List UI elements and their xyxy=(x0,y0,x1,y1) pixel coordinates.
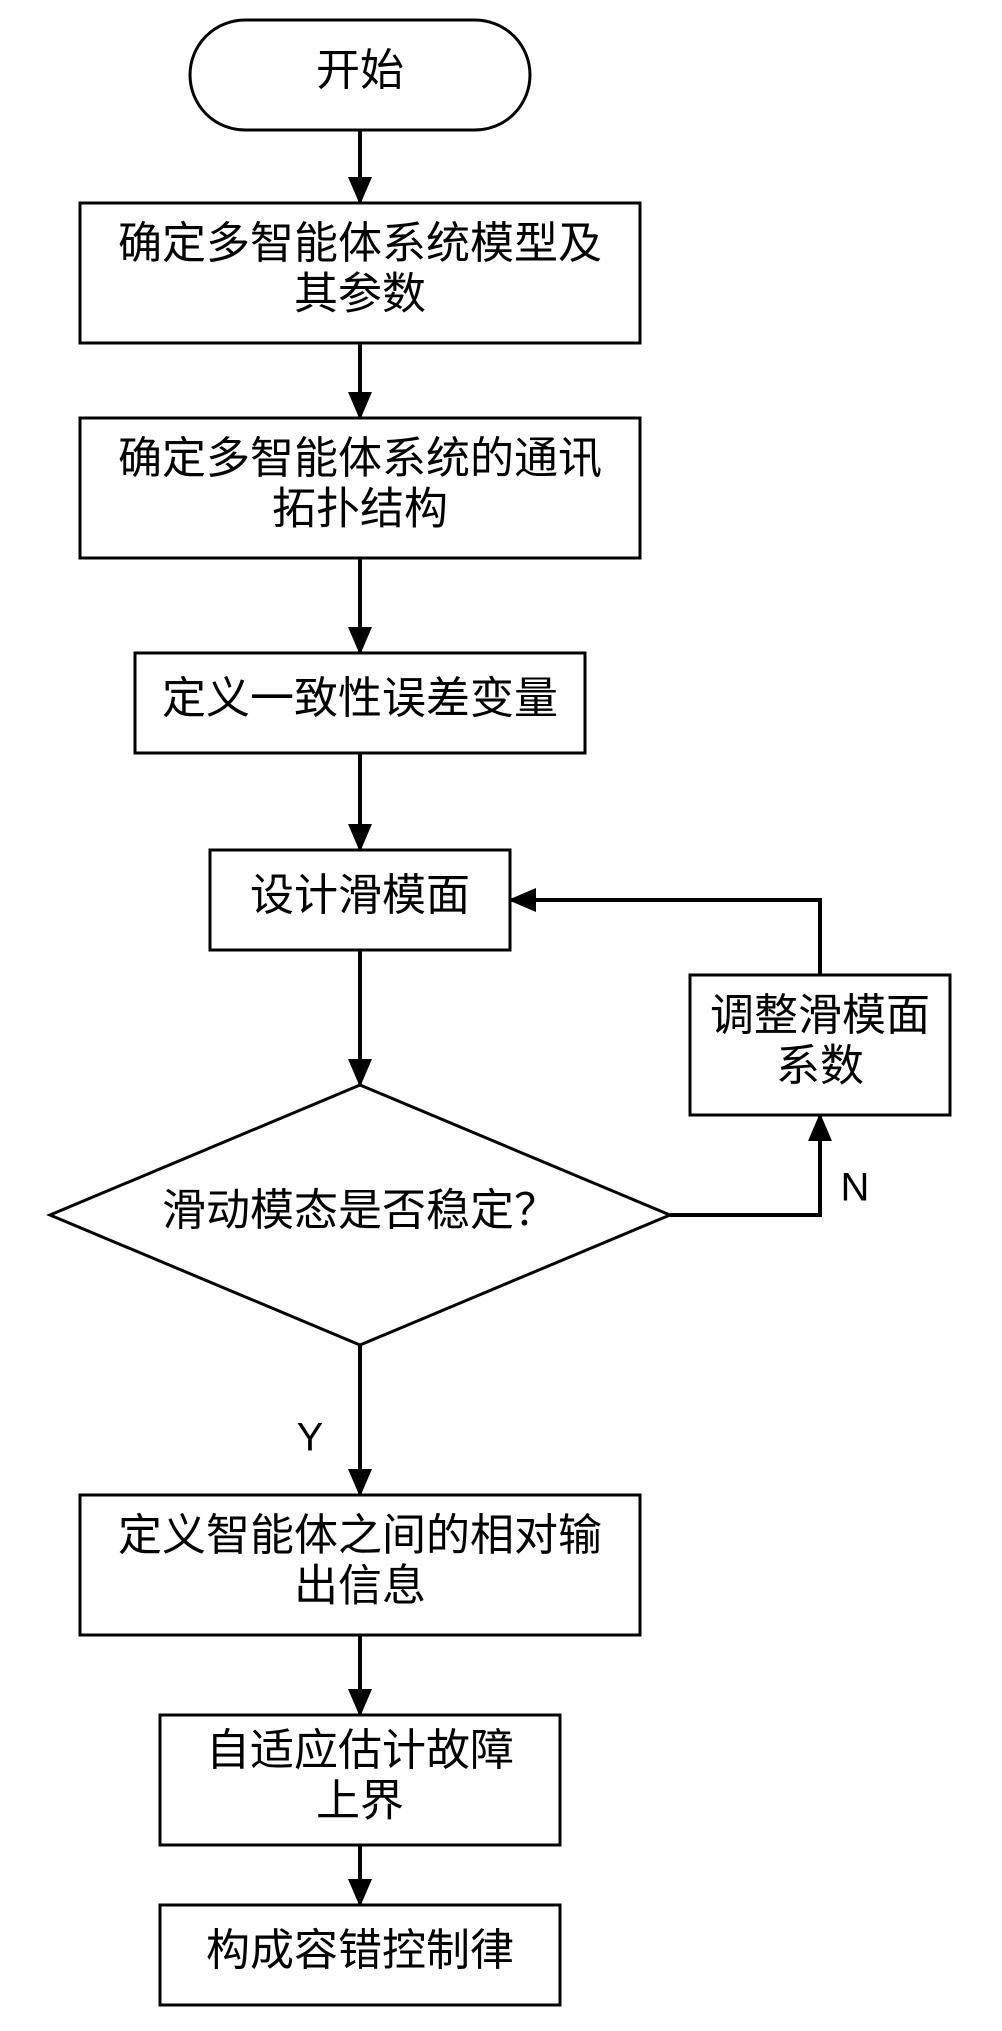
flowchart-canvas: YN开始确定多智能体系统模型及其参数确定多智能体系统的通讯拓扑结构定义一致性误差… xyxy=(0,0,1002,2031)
node-d1-label: 滑动模态是否稳定？ xyxy=(162,1186,558,1235)
node-n2-label: 确定多智能体系统的通讯 xyxy=(118,434,602,483)
node-start-label: 开始 xyxy=(316,46,404,95)
node-n1-label: 确定多智能体系统模型及 xyxy=(118,219,602,268)
node-n6-label: 出信息 xyxy=(294,1561,426,1610)
edge-d1-n5 xyxy=(670,1115,820,1215)
edge-label-N: N xyxy=(841,1166,870,1210)
node-n8-label: 构成容错控制律 xyxy=(206,1926,514,1975)
edge-label-Y: Y xyxy=(297,1416,324,1460)
node-n6-label: 定义智能体之间的相对输 xyxy=(118,1511,602,1560)
node-n7-label: 上界 xyxy=(316,1776,404,1825)
node-n3-label: 定义一致性误差变量 xyxy=(162,674,558,723)
edge-n5-n4 xyxy=(510,900,820,975)
node-n5-label: 调整滑模面 xyxy=(710,991,930,1040)
node-n4-label: 设计滑模面 xyxy=(250,871,470,920)
node-n2-label: 拓扑结构 xyxy=(272,484,448,533)
node-n5-label: 系数 xyxy=(776,1041,864,1090)
node-n7-label: 自适应估计故障 xyxy=(206,1726,514,1775)
nodes-layer: 开始确定多智能体系统模型及其参数确定多智能体系统的通讯拓扑结构定义一致性误差变量… xyxy=(50,20,950,2005)
node-n1-label: 其参数 xyxy=(294,269,426,318)
